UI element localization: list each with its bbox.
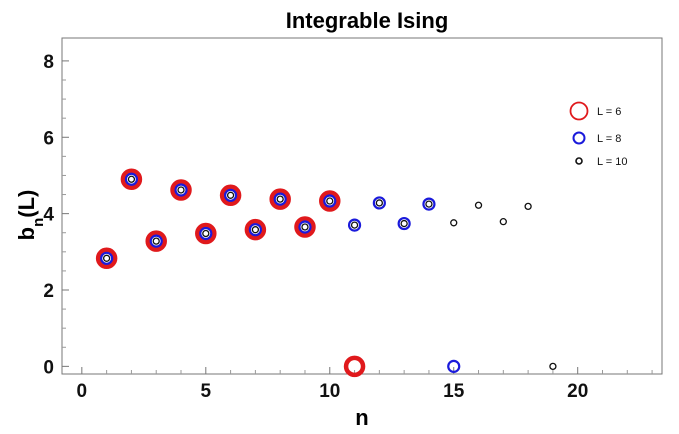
x-tick-label: 5 (201, 381, 212, 402)
y-tick-label: 6 (43, 128, 54, 149)
data-point-series-1 (294, 216, 316, 238)
data-point-series-3 (301, 223, 309, 231)
legend-label-2: L = 8 (597, 133, 621, 145)
plot-frame (61, 37, 663, 375)
data-point-series-1 (219, 184, 242, 207)
legend-marker-2 (572, 131, 586, 145)
data-point-series-2 (248, 223, 262, 237)
data-point-series-1 (195, 222, 217, 245)
data-point-series-1 (319, 190, 341, 212)
data-point-series-2 (372, 196, 386, 210)
data-point-series-1 (343, 355, 366, 378)
y-axis-label: bn(L) (14, 190, 47, 241)
data-point-series-1 (170, 179, 192, 201)
data-point-series-3 (524, 202, 532, 211)
x-tick-label: 10 (319, 381, 340, 402)
data-point-series-2 (323, 194, 337, 208)
legend-label-3: L = 10 (597, 156, 627, 168)
data-point-series-3 (251, 226, 260, 234)
data-point-series-3 (375, 199, 384, 207)
data-point-series-3 (549, 362, 557, 371)
data-point-series-2 (124, 172, 139, 186)
data-point-series-3 (102, 254, 111, 262)
data-point-series-3 (177, 186, 185, 194)
data-point-series-2 (347, 218, 362, 232)
legend: L = 6 L = 8 L = 10 (569, 101, 627, 168)
data-point-series-2 (100, 251, 114, 265)
data-point-series-3 (326, 197, 334, 205)
y-axis-label-suffix: (L) (14, 190, 39, 218)
y-axis-label-base: b (14, 227, 39, 240)
data-point-series-3 (226, 191, 235, 199)
chart-title: Integrable Ising (286, 8, 449, 33)
data-point-series-2 (149, 234, 163, 248)
data-point-series-3 (202, 229, 210, 238)
data-point-series-2 (174, 183, 188, 197)
data-point-series-1 (145, 230, 167, 252)
y-tick-label: 2 (43, 281, 54, 302)
data-point-series-3 (127, 175, 136, 183)
x-tick-label: 0 (77, 381, 88, 402)
x-axis-label: n (355, 405, 368, 430)
legend-marker-3 (575, 157, 583, 165)
data-point-series-2 (199, 226, 213, 241)
data-point-series-2 (273, 192, 287, 206)
data-point-series-2 (223, 188, 238, 202)
data-point-series-2 (298, 220, 312, 234)
data-point-series-1 (95, 247, 118, 270)
data-point-series-3 (474, 201, 483, 209)
data-point-series-2 (447, 359, 461, 373)
data-point-series-1 (120, 168, 143, 191)
data-point-series-3 (499, 218, 507, 226)
data-point-series-3 (400, 219, 408, 228)
legend-marker-1 (569, 101, 589, 121)
data-point-series-3 (276, 195, 284, 203)
x-tick-label: 15 (443, 381, 465, 402)
x-axis: 0 5 10 15 20 (77, 367, 653, 402)
data-point-series-1 (244, 218, 267, 241)
data-point-series-3 (152, 237, 160, 245)
y-tick-label: 0 (43, 357, 54, 378)
y-axis-label-sub: n (30, 218, 47, 227)
data-point-series-3 (450, 219, 458, 227)
data-points (95, 168, 557, 378)
data-point-series-3 (350, 221, 359, 229)
y-tick-label: 4 (43, 205, 54, 226)
data-point-series-3 (425, 200, 433, 208)
legend-label-1: L = 6 (597, 106, 621, 118)
y-axis: 0 2 4 6 8 (43, 52, 69, 378)
data-point-series-1 (269, 188, 291, 210)
y-tick-label: 8 (43, 52, 54, 73)
data-point-series-2 (397, 216, 411, 231)
x-tick-label: 20 (567, 381, 588, 402)
data-point-series-2 (422, 197, 436, 211)
